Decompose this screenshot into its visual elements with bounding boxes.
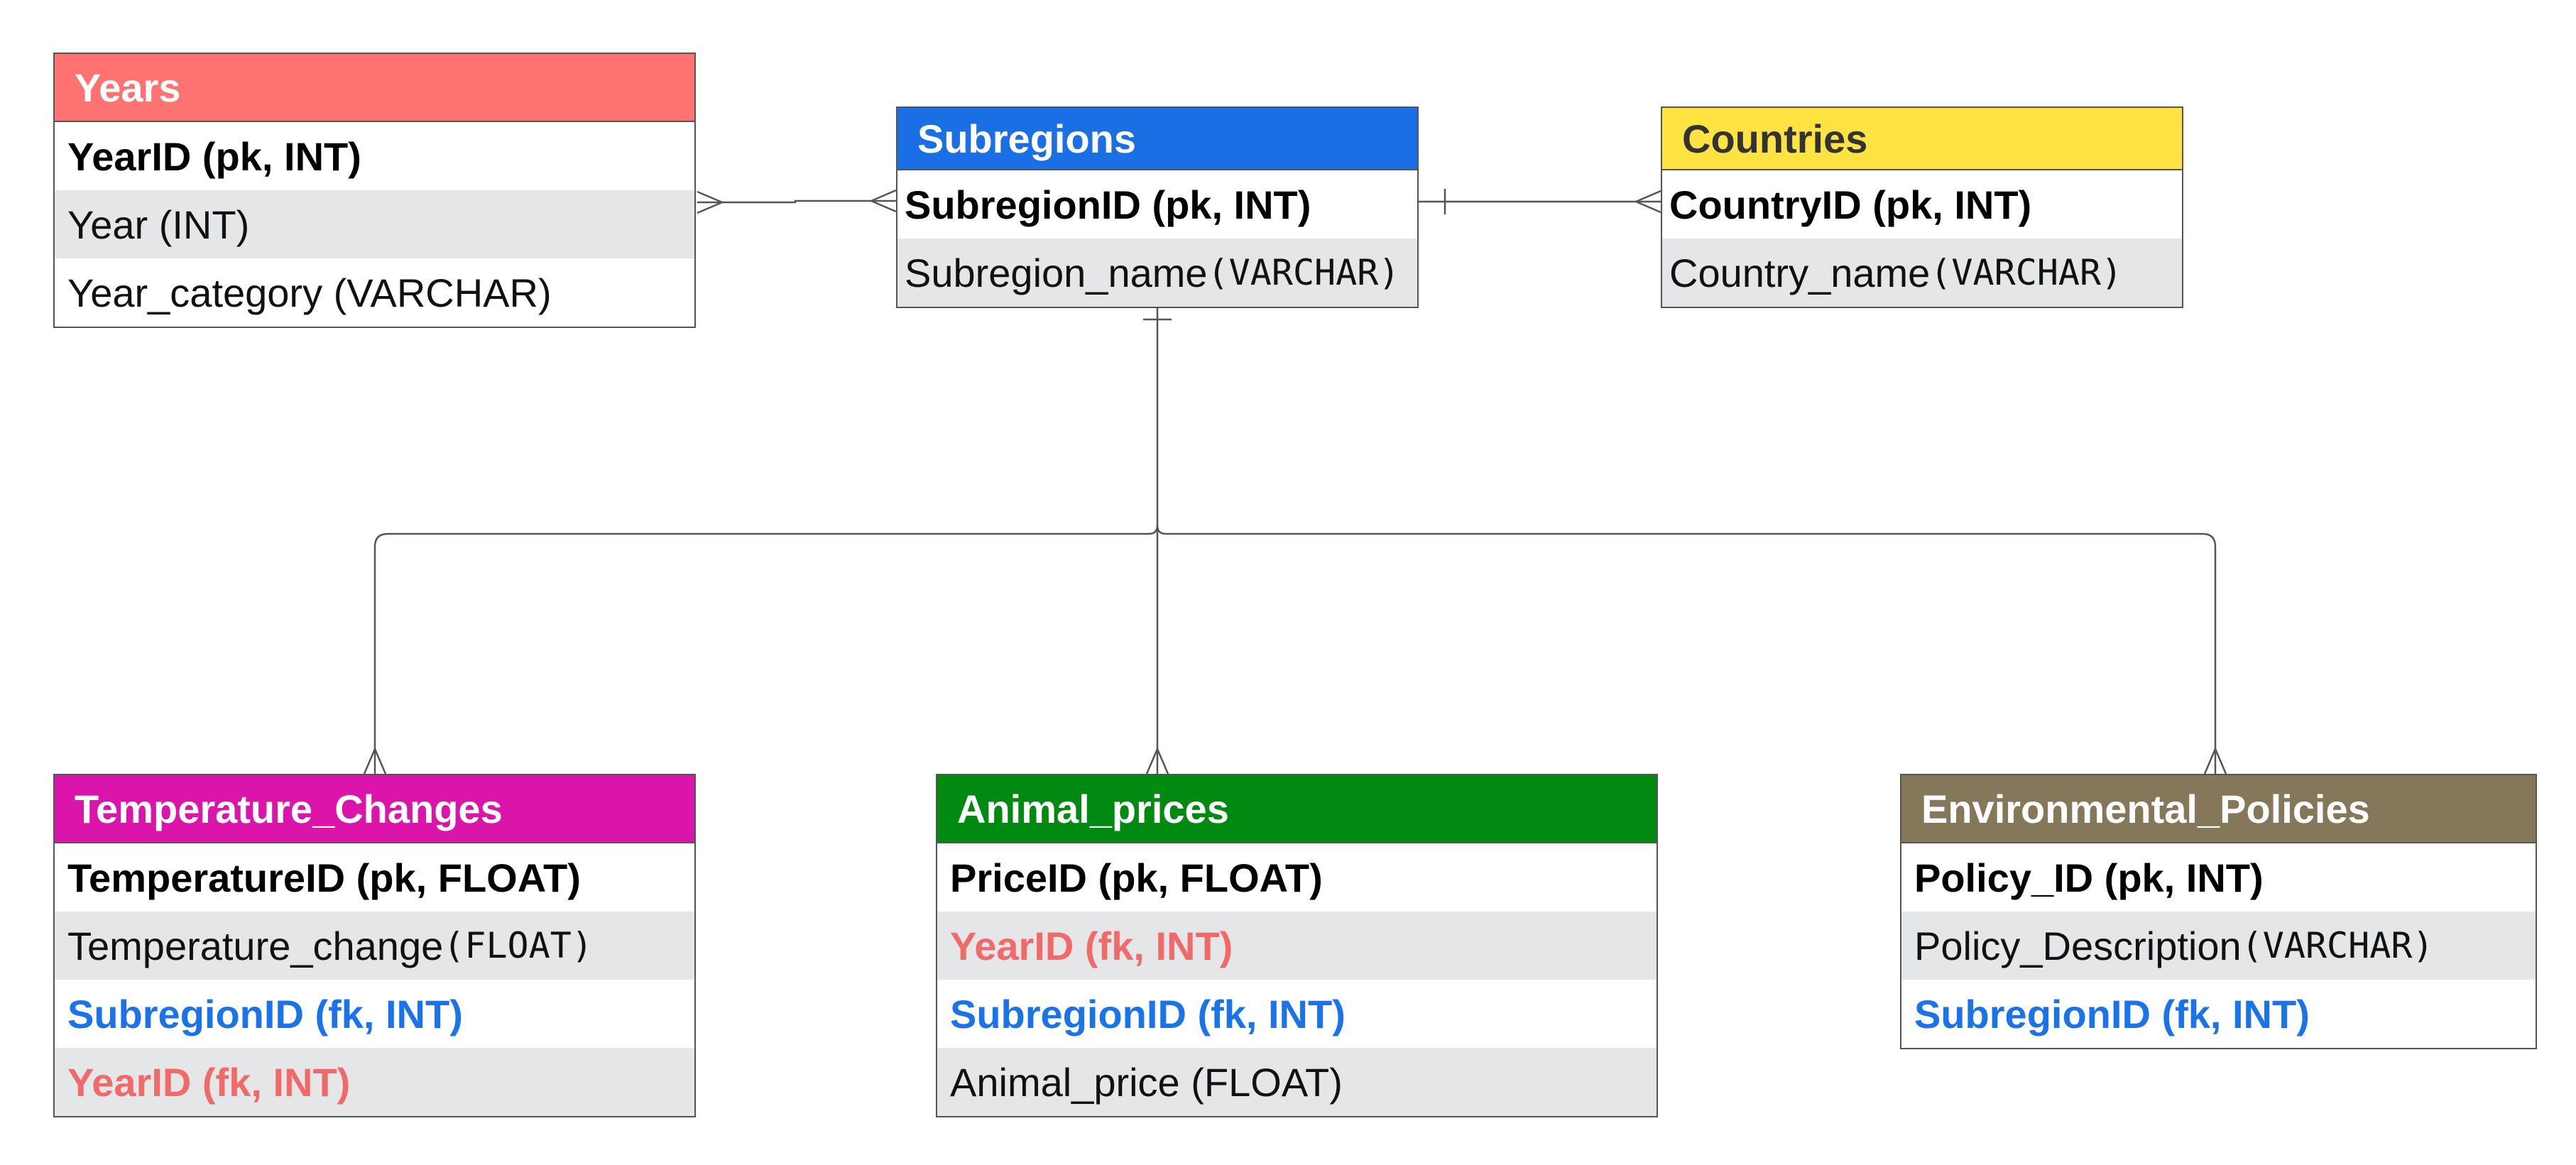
- entity-years[interactable]: Years YearID (pk, INT) Year (INT) Year_c…: [53, 53, 696, 328]
- connector-subregions-countries: [1419, 189, 1661, 214]
- field-temperature-change: Temperature_change (FLOAT): [55, 912, 694, 980]
- field-policy-description: Policy_Description (VARCHAR): [1901, 912, 2536, 980]
- field-subregionid-fk: SubregionID (fk, INT): [67, 991, 463, 1037]
- field-country-name-label: Country_name: [1669, 250, 1931, 295]
- field-policy-id: Policy_ID (pk, INT): [1914, 855, 2264, 900]
- field-temperature-change-type: (FLOAT): [443, 925, 593, 966]
- field-subregionid-fk: SubregionID (fk, INT): [1914, 991, 2310, 1037]
- entity-title: Countries: [1662, 108, 2182, 170]
- field-yearid-fk: YearID (fk, INT): [55, 1048, 694, 1116]
- field-yearid-fk: YearID (fk, INT): [937, 912, 1657, 980]
- entity-environmental-policies[interactable]: Environmental_Policies Policy_ID (pk, IN…: [1900, 774, 2537, 1049]
- field-temperature-change-label: Temperature_change: [67, 923, 444, 968]
- entity-countries[interactable]: Countries CountryID (pk, INT) Country_na…: [1661, 106, 2183, 308]
- entity-title: Environmental_Policies: [1901, 775, 2536, 843]
- field-subregionid: SubregionID (pk, INT): [905, 182, 1311, 227]
- entity-animal-prices[interactable]: Animal_prices PriceID (pk, FLOAT) YearID…: [936, 774, 1658, 1117]
- crowfoot-policies-end: [2203, 748, 2227, 775]
- crowfoot-temperature-end: [363, 748, 387, 775]
- crowfoot-countries-end: [1635, 190, 1661, 214]
- entity-subregions[interactable]: Subregions SubregionID (pk, INT) Subregi…: [896, 106, 1419, 308]
- connector-years-subregions: [697, 189, 897, 214]
- field-policy-description-type: (VARCHAR): [2241, 925, 2434, 966]
- field-countryid: CountryID (pk, INT): [1669, 182, 2032, 227]
- field-policy-description-label: Policy_Description: [1914, 923, 2242, 968]
- crowfoot-years-end: [697, 190, 723, 214]
- entity-title: Subregions: [897, 108, 1417, 170]
- field-yearid: YearID (pk, INT): [67, 133, 361, 179]
- entity-title: Animal_prices: [937, 775, 1657, 843]
- field-subregion-name-type: (VARCHAR): [1207, 252, 1400, 293]
- field-subregionid-fk: SubregionID (fk, INT): [950, 991, 1346, 1037]
- field-animal-price: Animal_price (FLOAT): [937, 1048, 1657, 1116]
- entity-title: Years: [55, 54, 694, 122]
- field-year-category: Year_category (VARCHAR): [67, 270, 552, 315]
- crowfoot-animal-end: [1145, 748, 1169, 775]
- field-temperatureid: TemperatureID (pk, FLOAT): [67, 855, 581, 900]
- field-subregion-name: Subregion_name (VARCHAR): [897, 239, 1417, 307]
- field-priceid: PriceID (pk, FLOAT): [950, 855, 1323, 900]
- field-country-name-type: (VARCHAR): [1930, 252, 2123, 293]
- field-country-name: Country_name (VARCHAR): [1662, 239, 2182, 307]
- entity-title: Temperature_Changes: [55, 775, 694, 843]
- field-year: Year (INT): [55, 190, 694, 258]
- field-subregion-name-label: Subregion_name: [905, 250, 1208, 295]
- connector-subregions-children: [363, 295, 2227, 775]
- crowfoot-subregions-end: [871, 189, 897, 213]
- entity-temperature-changes[interactable]: Temperature_Changes TemperatureID (pk, F…: [53, 774, 696, 1117]
